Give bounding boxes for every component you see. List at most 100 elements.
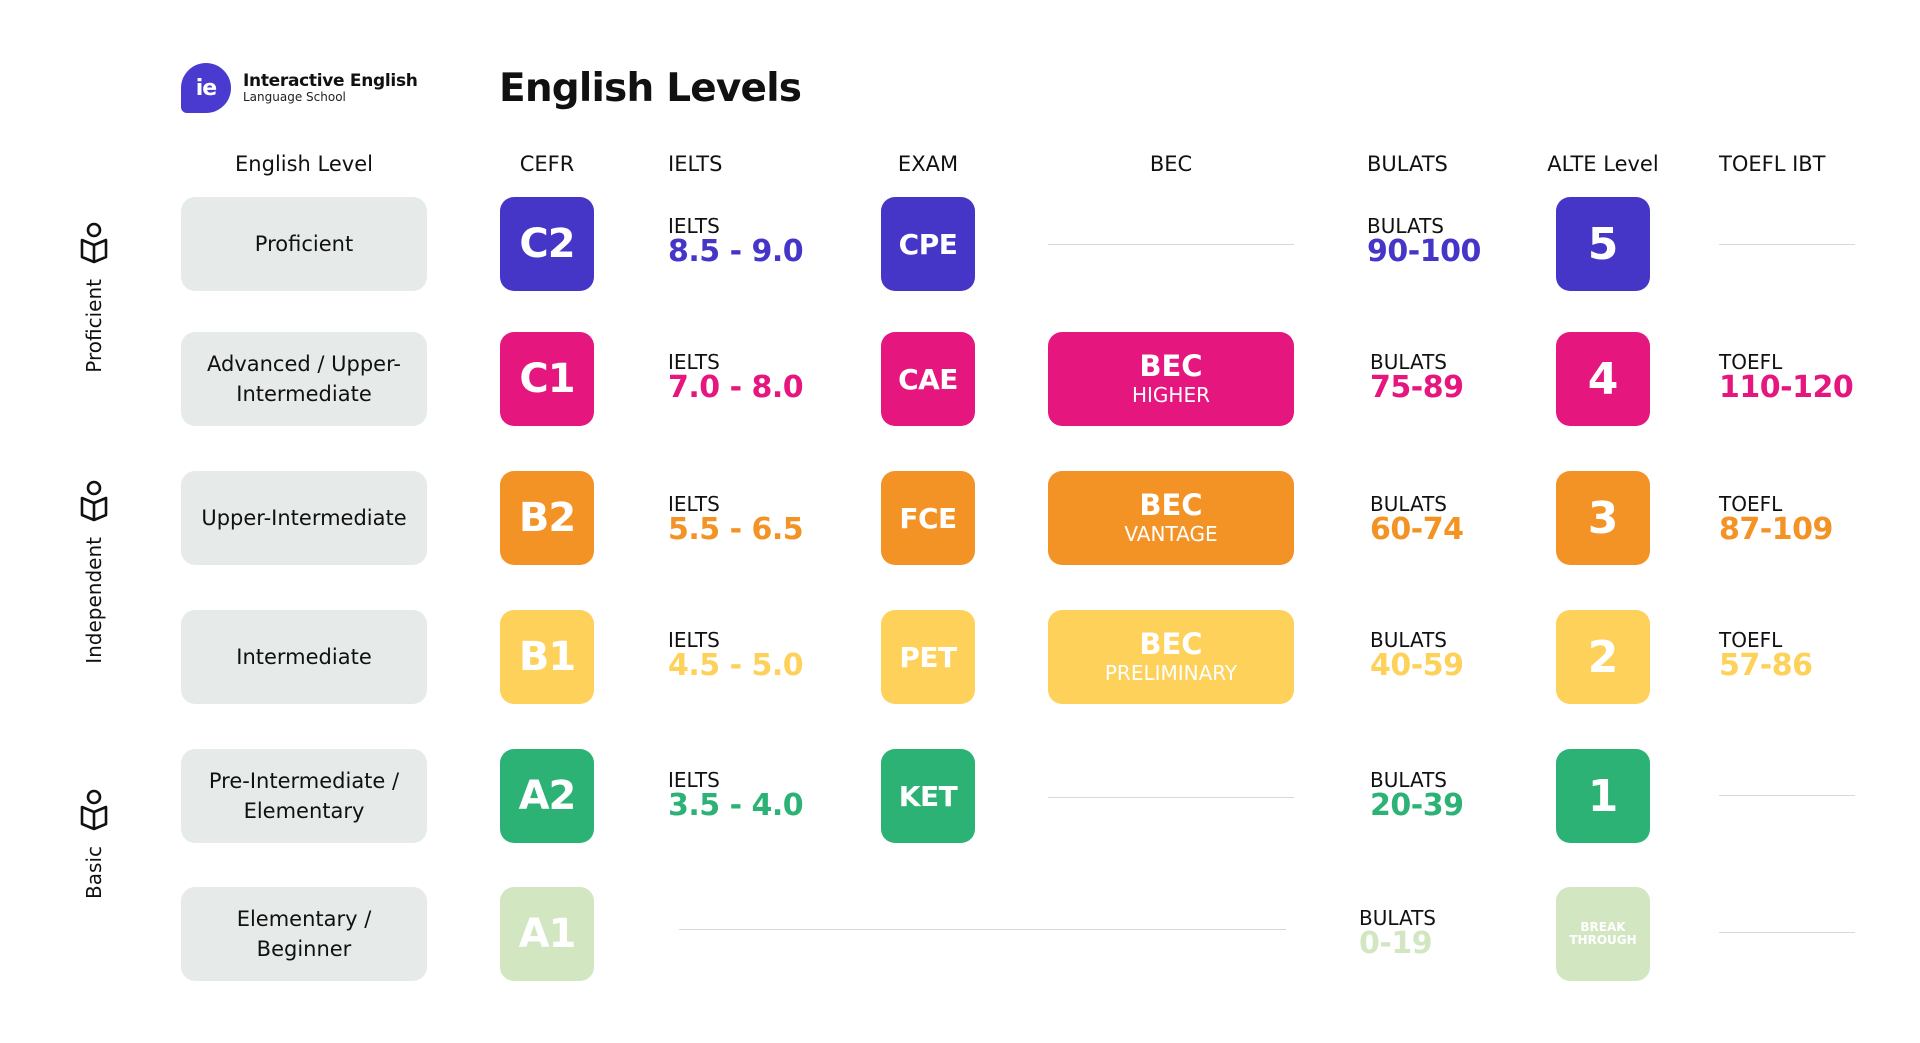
logo-mark-icon: ie xyxy=(181,63,231,113)
bulats-label: BULATS xyxy=(1370,768,1448,792)
person-book-icon xyxy=(80,222,108,264)
exam-badge-cae: CAE xyxy=(881,332,975,426)
bec-title: BEC xyxy=(1139,487,1203,522)
column-header-english-level: English Level xyxy=(235,152,373,176)
alte-badge-4: 4 xyxy=(1556,332,1650,426)
bec-badge-vantage: BEC VANTAGE xyxy=(1048,471,1294,565)
person-book-icon xyxy=(80,480,108,522)
category-basic: Basic xyxy=(74,788,114,899)
cefr-badge-c1: C1 xyxy=(500,332,594,426)
toefl-label: TOEFL xyxy=(1719,628,1783,652)
alte-badge-1: 1 xyxy=(1556,749,1650,843)
ielts-score-c1: IELTS 7.0 - 8.0 xyxy=(668,350,804,405)
toefl-score-c1: TOEFL 110-120 xyxy=(1719,350,1854,405)
toefl-value: 57-86 xyxy=(1719,648,1813,683)
bec-subtitle: HIGHER xyxy=(1131,382,1210,407)
exam-badge-pet: PET xyxy=(881,610,975,704)
ielts-value: 7.0 - 8.0 xyxy=(668,370,804,405)
toefl-value: 110-120 xyxy=(1719,370,1854,405)
bulats-label: BULATS xyxy=(1370,492,1448,516)
empty-toefl-divider xyxy=(1719,795,1855,796)
empty-ielts-exam-bec-divider xyxy=(679,929,1286,930)
alte-badge-breakthrough: BREAK THROUGH xyxy=(1556,887,1650,981)
alte-badge-2: 2 xyxy=(1556,610,1650,704)
toefl-score-b1: TOEFL 57-86 xyxy=(1719,628,1813,683)
level-elementary-beginner: Elementary / Beginner xyxy=(181,887,427,981)
bulats-score-b2: BULATS 60-74 xyxy=(1370,492,1464,547)
bulats-label: BULATS xyxy=(1370,350,1448,374)
bec-title: BEC xyxy=(1139,626,1203,661)
school-name: Interactive English xyxy=(243,70,418,91)
ielts-label: IELTS xyxy=(668,350,720,374)
bec-badge-preliminary: BEC PRELIMINARY xyxy=(1048,610,1294,704)
category-label: Proficient xyxy=(82,279,106,373)
level-advanced: Advanced / Upper-Intermediate xyxy=(181,332,427,426)
ielts-label: IELTS xyxy=(668,214,720,238)
bulats-value: 40-59 xyxy=(1370,648,1464,683)
school-subtitle: Language School xyxy=(243,89,346,104)
toefl-label: TOEFL xyxy=(1719,350,1783,374)
bulats-score-a1: BULATS 0-19 xyxy=(1359,908,1436,960)
column-header-ielts: IELTS xyxy=(668,152,723,176)
bec-subtitle: VANTAGE xyxy=(1124,521,1218,546)
bec-badge-higher: BEC HIGHER xyxy=(1048,332,1294,426)
cefr-badge-b1: B1 xyxy=(500,610,594,704)
column-header-bec: BEC xyxy=(1149,152,1193,176)
ielts-value: 5.5 - 6.5 xyxy=(668,512,804,547)
person-book-icon xyxy=(80,789,108,831)
bulats-score-a2: BULATS 20-39 xyxy=(1370,768,1464,823)
bulats-value: 20-39 xyxy=(1370,788,1464,823)
alte-badge-3: 3 xyxy=(1556,471,1650,565)
bulats-value: 60-74 xyxy=(1370,512,1464,547)
column-header-alte: ALTE Level xyxy=(1547,152,1659,176)
bulats-value: 75-89 xyxy=(1370,370,1464,405)
ielts-value: 4.5 - 5.0 xyxy=(668,648,804,683)
bulats-score-c2: BULATS 90-100 xyxy=(1367,216,1481,268)
bulats-label: BULATS xyxy=(1359,906,1437,930)
ielts-score-a2: IELTS 3.5 - 4.0 xyxy=(668,768,804,823)
empty-bec-divider xyxy=(1048,244,1294,245)
toefl-label: TOEFL xyxy=(1719,492,1783,516)
column-header-cefr: CEFR xyxy=(519,152,575,176)
bec-title: BEC xyxy=(1139,348,1203,383)
level-proficient: Proficient xyxy=(181,197,427,291)
category-label: Independent xyxy=(82,537,106,664)
exam-badge-fce: FCE xyxy=(881,471,975,565)
column-header-toefl: TOEFL IBT xyxy=(1719,152,1826,176)
logo-text: Interactive English Language School xyxy=(243,70,418,104)
ielts-label: IELTS xyxy=(668,628,720,652)
category-proficient: Proficient xyxy=(74,221,114,373)
bulats-score-b1: BULATS 40-59 xyxy=(1370,628,1464,683)
exam-badge-cpe: CPE xyxy=(881,197,975,291)
column-header-bulats: BULATS xyxy=(1367,152,1448,176)
level-intermediate: Intermediate xyxy=(181,610,427,704)
ielts-label: IELTS xyxy=(668,768,720,792)
bulats-value: 0-19 xyxy=(1359,926,1433,961)
cefr-badge-c2: C2 xyxy=(500,197,594,291)
toefl-value: 87-109 xyxy=(1719,512,1833,547)
alte-badge-5: 5 xyxy=(1556,197,1650,291)
ielts-score-b1: IELTS 4.5 - 5.0 xyxy=(668,628,804,683)
ielts-label: IELTS xyxy=(668,492,720,516)
category-label: Basic xyxy=(82,846,106,899)
ielts-score-c2: IELTS 8.5 - 9.0 xyxy=(668,214,804,269)
ielts-value: 3.5 - 4.0 xyxy=(668,788,804,823)
cefr-badge-a2: A2 xyxy=(500,749,594,843)
bec-subtitle: PRELIMINARY xyxy=(1104,660,1238,685)
bulats-label: BULATS xyxy=(1367,214,1445,238)
toefl-score-b2: TOEFL 87-109 xyxy=(1719,494,1833,546)
ielts-score-b2: IELTS 5.5 - 6.5 xyxy=(668,492,804,547)
cefr-badge-a1: A1 xyxy=(500,887,594,981)
alte-breakthrough-label: BREAK THROUGH xyxy=(1569,919,1637,947)
bulats-value: 90-100 xyxy=(1367,234,1481,269)
bulats-label: BULATS xyxy=(1370,628,1448,652)
cefr-badge-b2: B2 xyxy=(500,471,594,565)
column-header-exam: EXAM xyxy=(897,152,959,176)
level-upper-intermediate: Upper-Intermediate xyxy=(181,471,427,565)
exam-badge-ket: KET xyxy=(881,749,975,843)
empty-toefl-divider xyxy=(1719,932,1855,933)
category-independent: Independent xyxy=(74,479,114,664)
level-pre-intermediate: Pre-Intermediate / Elementary xyxy=(181,749,427,843)
ielts-value: 8.5 - 9.0 xyxy=(668,234,804,269)
page-title: English Levels xyxy=(499,66,802,111)
